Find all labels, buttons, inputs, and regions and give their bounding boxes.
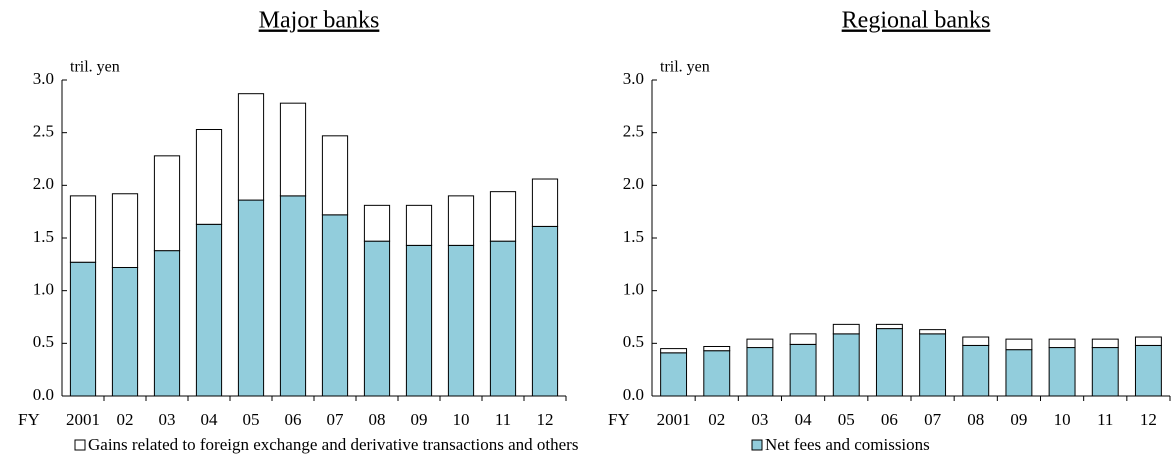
bar-segment [919, 329, 947, 335]
bar-segment [875, 328, 903, 397]
y-tick-label: 1.5 [623, 227, 644, 246]
chart-title: Major banks [259, 8, 380, 34]
x-tick-label: 2001 [657, 410, 691, 429]
bar-segment [69, 261, 97, 397]
x-tick-label: 07 [924, 410, 942, 429]
bar-segment [489, 240, 517, 397]
y-tick-label: 2.0 [33, 174, 54, 193]
bar-segment [153, 250, 181, 397]
bar-segment [703, 345, 731, 352]
bar-segment [875, 323, 903, 330]
legend-swatch [74, 439, 86, 451]
bar-segment [321, 135, 349, 216]
bar-segment [1048, 347, 1076, 397]
x-tick-label: 02 [117, 410, 134, 429]
y-tick-label: 0.5 [33, 332, 54, 351]
y-tick-label: 1.5 [33, 227, 54, 246]
chart-title: Regional banks [842, 8, 991, 34]
bar-segment [1005, 349, 1033, 397]
bar-segment [962, 344, 990, 397]
legend-label: Net fees and comissions [765, 435, 930, 454]
x-tick-label: 06 [285, 410, 302, 429]
x-tick-label: 09 [1010, 410, 1027, 429]
y-tick-label: 3.0 [623, 69, 644, 88]
bar-segment [279, 102, 307, 197]
bar-segment [832, 333, 860, 397]
bar-segment [195, 223, 223, 397]
x-tick-label: 05 [838, 410, 855, 429]
x-tick-label: 08 [967, 410, 984, 429]
bar-segment [69, 195, 97, 263]
bar-segment [746, 338, 774, 349]
x-tick-label: 08 [369, 410, 386, 429]
x-tick-label: 10 [453, 410, 470, 429]
bar-segment [789, 333, 817, 345]
bar-segment [531, 178, 559, 227]
bar-segment [237, 199, 265, 397]
bar-segment [447, 244, 475, 397]
bar-segment [919, 333, 947, 397]
x-tick-label: 11 [495, 410, 511, 429]
bar-segment [1091, 338, 1119, 349]
bar-segment [531, 225, 559, 397]
y-tick-label: 3.0 [33, 69, 54, 88]
y-tick-label: 2.5 [33, 122, 54, 141]
x-tick-label: 09 [411, 410, 428, 429]
bar-segment [1091, 347, 1119, 397]
bar-segment [321, 214, 349, 397]
bar-segment [746, 347, 774, 397]
bar-segment [153, 155, 181, 252]
y-axis-label: tril. yen [70, 59, 120, 76]
bar-segment [703, 350, 731, 397]
x-tick-label: 12 [1140, 410, 1157, 429]
x-tick-label: 06 [881, 410, 898, 429]
bar-segment [660, 352, 688, 397]
x-tick-label: 03 [159, 410, 176, 429]
bar-segment [789, 343, 817, 397]
bar-segment [111, 193, 139, 268]
bar-segment [489, 191, 517, 242]
bar-segment [195, 129, 223, 225]
x-tick-label: 03 [751, 410, 768, 429]
bar-segment [237, 93, 265, 201]
y-tick-label: 2.5 [623, 122, 644, 141]
y-tick-label: 0.5 [623, 332, 644, 351]
legend-label: Gains related to foreign exchange and de… [88, 435, 578, 454]
y-axis-label: tril. yen [660, 59, 710, 76]
bar-segment [363, 240, 391, 397]
x-tick-label: 05 [243, 410, 260, 429]
x-tick-label: 07 [327, 410, 345, 429]
bar-segment [1048, 338, 1076, 349]
bar-segment [832, 323, 860, 335]
y-tick-label: 1.0 [33, 280, 54, 299]
x-tick-label: 10 [1054, 410, 1071, 429]
x-tick-label: 2001 [66, 410, 100, 429]
x-tick-label: 11 [1097, 410, 1113, 429]
y-tick-label: 0.0 [33, 385, 54, 404]
x-tick-label: 02 [708, 410, 725, 429]
bar-segment [279, 195, 307, 397]
bar-segment [962, 336, 990, 346]
y-tick-label: 2.0 [623, 174, 644, 193]
legend-swatch [751, 439, 763, 451]
bar-segment [1134, 336, 1162, 346]
bar-segment [447, 195, 475, 246]
bar-segment [1005, 338, 1033, 351]
y-tick-label: 1.0 [623, 280, 644, 299]
x-axis-label: FY [608, 410, 630, 429]
x-tick-label: 12 [537, 410, 554, 429]
x-tick-label: 04 [201, 410, 219, 429]
bar-segment [660, 348, 688, 354]
bar-segment [405, 244, 433, 397]
bar-segment [405, 204, 433, 246]
bar-segment [111, 266, 139, 397]
x-tick-label: 04 [795, 410, 813, 429]
y-tick-label: 0.0 [623, 385, 644, 404]
bar-segment [1134, 344, 1162, 397]
bar-segment [363, 204, 391, 242]
x-axis-label: FY [18, 410, 40, 429]
